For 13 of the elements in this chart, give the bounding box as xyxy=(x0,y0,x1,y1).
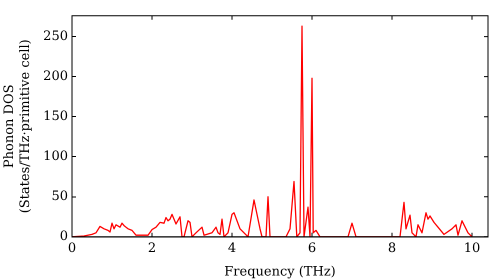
x-tick-label: 4 xyxy=(228,240,236,256)
y-axis-title: Phonon DOS (States/THz·primitive cell) xyxy=(2,39,33,214)
x-tick-label: 6 xyxy=(308,240,316,256)
y-tick-label: 250 xyxy=(43,28,68,44)
y-tick-label: 150 xyxy=(43,109,68,124)
x-tick-label: 2 xyxy=(148,240,156,256)
y-tick-label: 100 xyxy=(43,149,68,164)
x-tick-label: 10 xyxy=(464,240,480,256)
y-tick-label: 200 xyxy=(43,69,68,84)
y-tick-label: 50 xyxy=(51,189,68,204)
y-tick-label: 0 xyxy=(60,229,68,244)
x-tick-label: 8 xyxy=(388,240,396,256)
x-axis-title: Frequency (THz) xyxy=(224,264,336,280)
